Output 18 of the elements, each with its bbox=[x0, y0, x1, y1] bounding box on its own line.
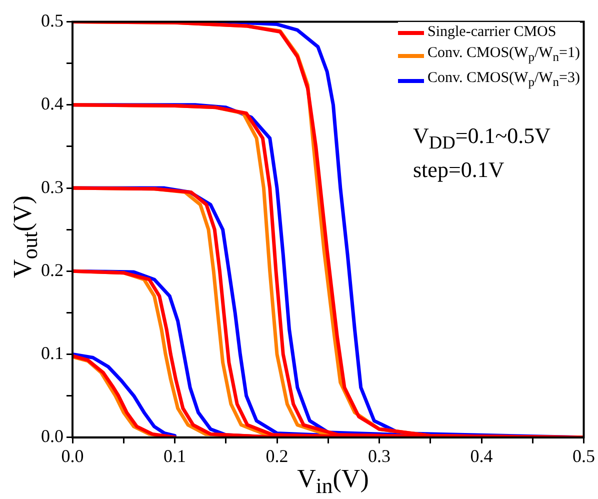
legend-label: Conv. CMOS(W$_{p}$/W$_{n}$=3) bbox=[428, 69, 580, 91]
y-tick-label: 0.5 bbox=[41, 10, 64, 31]
y-tick-label: 0.0 bbox=[41, 426, 64, 446]
annotation: V$_{DD}$=0.1~0.5V bbox=[413, 123, 551, 154]
x-tick-label: 0.3 bbox=[368, 446, 390, 466]
x-tick-label: 0.1 bbox=[164, 446, 186, 466]
x-tick-label: 0.2 bbox=[266, 446, 288, 466]
legend-label: Single-carrier CMOS bbox=[428, 23, 556, 42]
x-tick-label: 0.5 bbox=[572, 446, 595, 466]
legend-label: Conv. CMOS(W$_{p}$/W$_{n}$=1) bbox=[428, 44, 580, 66]
x-tick-label: 0.0 bbox=[61, 446, 84, 466]
x-tick-label: 0.4 bbox=[470, 446, 493, 466]
y-tick-label: 0.3 bbox=[41, 176, 64, 197]
x-axis-title: V$_{in}$(V) bbox=[297, 464, 369, 498]
y-tick-label: 0.1 bbox=[41, 343, 64, 364]
y-tick-label: 0.4 bbox=[41, 94, 64, 114]
y-tick-label: 0.2 bbox=[41, 260, 64, 280]
annotation: step=0.1V bbox=[413, 157, 504, 183]
